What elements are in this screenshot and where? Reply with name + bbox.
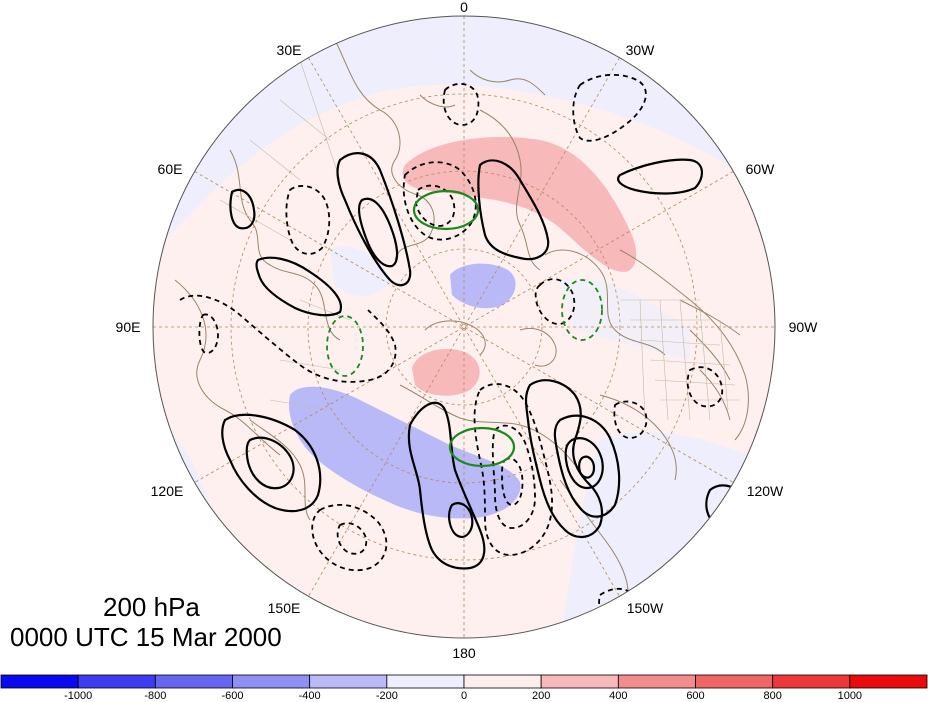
colorbar-box	[310, 675, 387, 688]
colorbar-box	[78, 675, 155, 688]
colorbar-tick-label: 0	[461, 690, 467, 702]
colorbar-box	[850, 675, 927, 688]
lon-label-150w: 150W	[627, 600, 664, 616]
colorbar-tick-label: 400	[609, 690, 627, 702]
lon-label-30w: 30W	[626, 42, 656, 58]
colorbar-box	[155, 675, 232, 688]
lon-label-0: 0	[460, 0, 468, 15]
lon-label-120e: 120E	[151, 483, 184, 499]
colorbar-tick-label: -1000	[64, 690, 92, 702]
pressure-level-title: 200 hPa	[103, 592, 200, 623]
colorbar-tick-label: 600	[686, 690, 704, 702]
lon-label-90w: 90W	[789, 319, 819, 335]
colorbar-box	[233, 675, 310, 688]
colorbar-tick-label: -400	[299, 690, 321, 702]
colorbar-tick-label: -600	[221, 690, 243, 702]
colorbar-labels: -1000 -800 -600 -400 -200 0 200 400 600 800 1000	[64, 690, 862, 702]
valid-time-title: 0000 UTC 15 Mar 2000	[10, 622, 282, 653]
colorbar-tick-label: -800	[144, 690, 166, 702]
colorbar-tick-label: 1000	[838, 690, 862, 702]
lon-label-90e: 90E	[116, 319, 141, 335]
lon-label-60w: 60W	[746, 161, 776, 177]
colorbar-tick-label: 800	[763, 690, 781, 702]
lon-label-150e: 150E	[268, 600, 301, 616]
lon-label-60e: 60E	[158, 161, 183, 177]
colorbar-boxes	[1, 675, 927, 688]
colorbar-box	[1, 675, 78, 688]
colorbar-box	[773, 675, 850, 688]
colorbar-box	[618, 675, 695, 688]
colorbar-tick-label: 200	[532, 690, 550, 702]
lon-label-120w: 120W	[747, 483, 784, 499]
lon-label-180: 180	[452, 645, 476, 661]
colorbar-box	[696, 675, 773, 688]
colorbar-box	[464, 675, 541, 688]
lon-label-30e: 30E	[277, 42, 302, 58]
colorbar-tick-label: -200	[376, 690, 398, 702]
colorbar-box	[541, 675, 618, 688]
colorbar-box	[387, 675, 464, 688]
colorbar: -1000 -800 -600 -400 -200 0 200 400 600 800 1000	[0, 674, 928, 702]
polar-map: 0 30W 60W 90W 120W 150W 180 150E 120E 90…	[0, 0, 928, 670]
